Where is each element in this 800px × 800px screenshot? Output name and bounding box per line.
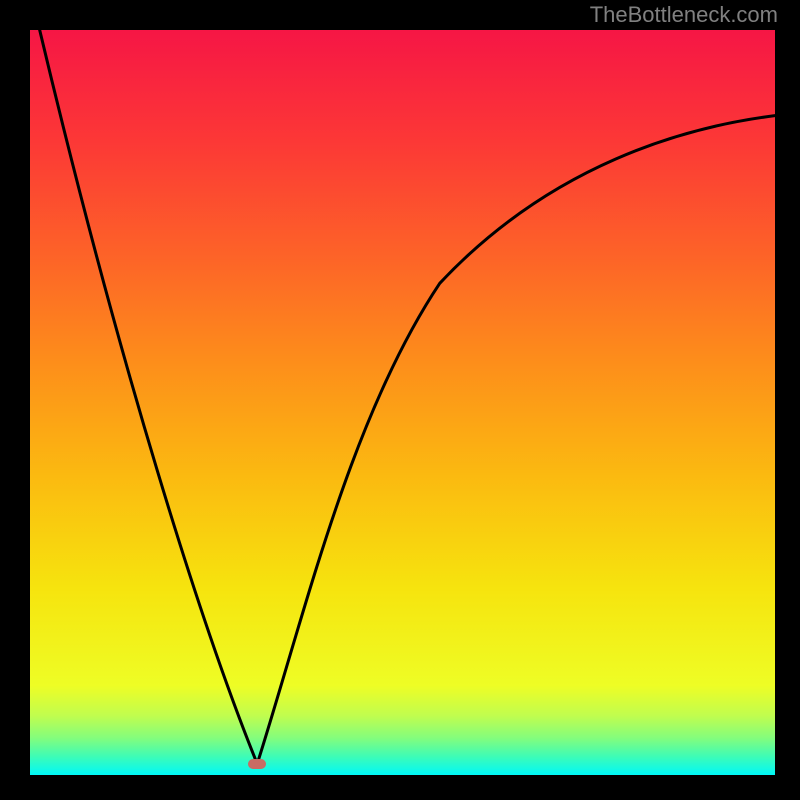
- watermark-text: TheBottleneck.com: [590, 2, 778, 28]
- chart-container: TheBottleneck.com: [0, 0, 800, 800]
- bottom-marker: [248, 759, 266, 769]
- plot-area: [30, 30, 775, 775]
- plot-svg: [30, 30, 775, 775]
